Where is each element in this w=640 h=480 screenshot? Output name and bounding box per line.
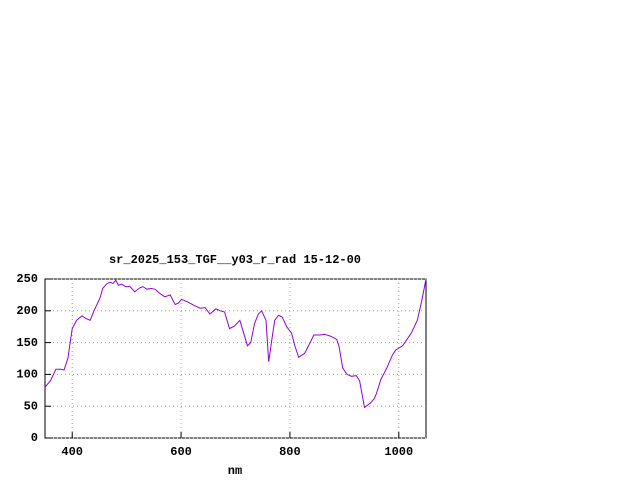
y-tick-label: 200 xyxy=(16,304,38,318)
plot-border xyxy=(44,278,427,439)
x-tick-label: 800 xyxy=(279,445,301,459)
y-tick-label: 100 xyxy=(16,368,38,382)
x-tick-label: 1000 xyxy=(384,445,413,459)
x-tick-label: 400 xyxy=(61,445,83,459)
y-tick-label: 150 xyxy=(16,336,38,350)
y-tick-label: 250 xyxy=(16,272,38,286)
x-axis-label: nm xyxy=(228,464,242,478)
x-tick-label: 600 xyxy=(170,445,192,459)
y-tick-label: 50 xyxy=(24,399,38,413)
data-line xyxy=(44,278,427,409)
y-tick-label: 0 xyxy=(31,431,38,445)
chart-title: sr_2025_153_TGF__y03_r_rad 15-12-00 xyxy=(109,253,361,267)
